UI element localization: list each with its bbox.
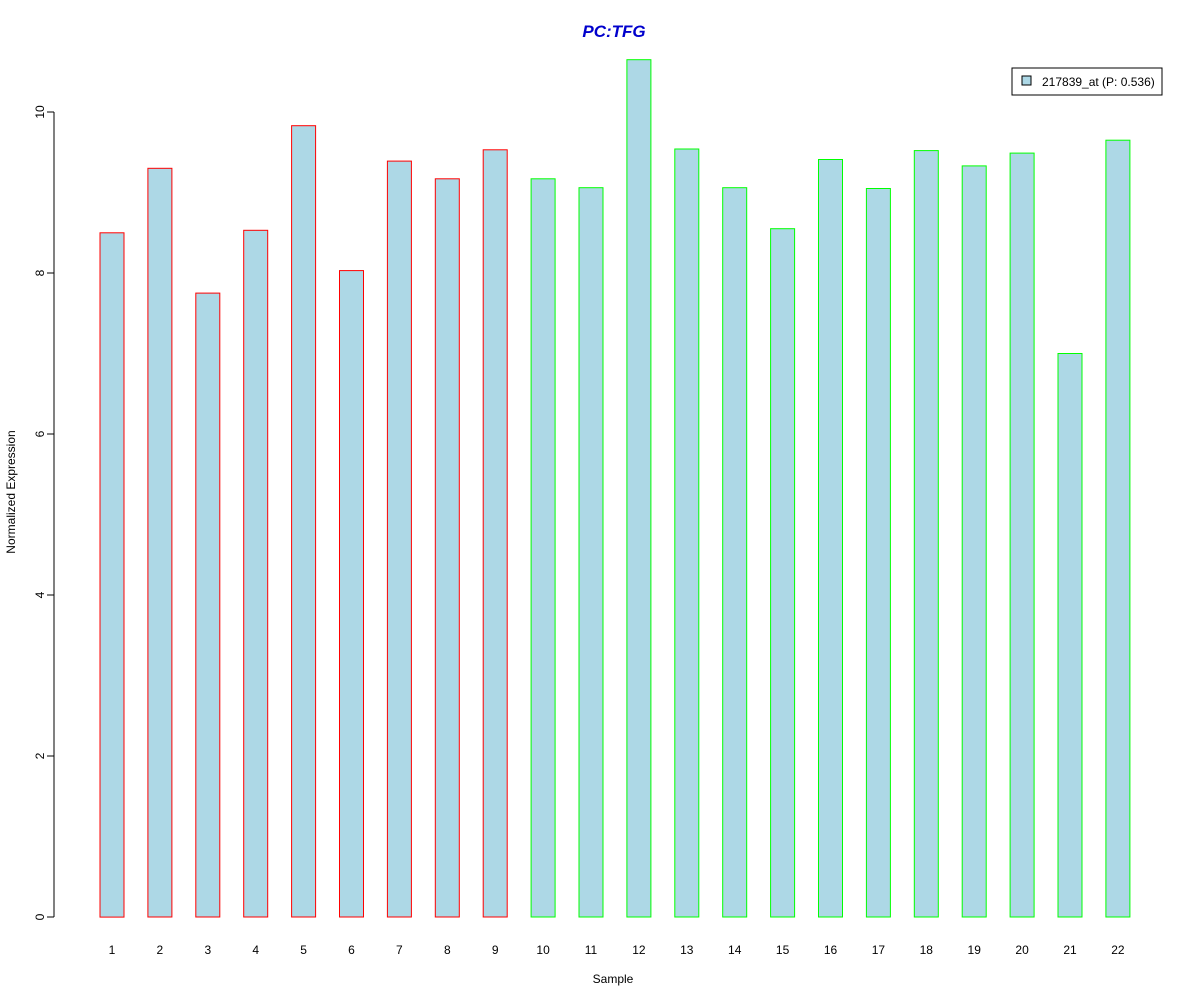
y-tick-label: 6: [33, 430, 47, 437]
bar-sample-4: [243, 229, 269, 918]
x-tick-label: 4: [252, 943, 259, 957]
x-axis-label: Sample: [593, 972, 634, 986]
bar-sample-1: [99, 232, 125, 918]
x-tick-label: 14: [728, 943, 742, 957]
x-tick-label: 19: [968, 943, 982, 957]
x-tick-label: 11: [585, 943, 598, 957]
bar-sample-19: [961, 165, 987, 918]
y-axis-label: Normalized Expression: [4, 430, 18, 553]
y-tick-label: 0: [33, 913, 47, 920]
y-tick-label: 10: [33, 105, 47, 119]
y-tick-label: 4: [33, 591, 47, 598]
x-tick-label: 3: [204, 943, 211, 957]
bar-sample-13: [674, 148, 700, 918]
bar-sample-18: [913, 150, 939, 918]
bar-sample-15: [770, 228, 796, 918]
x-tick-label: 2: [157, 943, 164, 957]
legend-swatch: [1021, 75, 1032, 86]
bar-sample-21: [1057, 353, 1083, 918]
x-tick-label: 1: [109, 943, 116, 957]
x-tick-label: 7: [396, 943, 403, 957]
bar-sample-10: [530, 178, 556, 918]
x-tick-label: 20: [1015, 943, 1029, 957]
bar-sample-7: [386, 160, 412, 918]
x-tick-label: 15: [776, 943, 790, 957]
y-tick-label: 8: [33, 269, 47, 276]
bar-sample-9: [482, 149, 508, 918]
legend: 217839_at (P: 0.536): [1011, 67, 1163, 96]
y-tick-label: 2: [33, 752, 47, 759]
bar-sample-3: [195, 292, 221, 918]
legend-box: [1011, 67, 1163, 96]
bar-sample-5: [291, 125, 317, 918]
bar-sample-20: [1009, 152, 1035, 918]
bar-sample-22: [1105, 139, 1131, 918]
x-tick-label: 17: [872, 943, 886, 957]
bar-sample-12: [626, 59, 652, 918]
bar-sample-17: [865, 188, 891, 918]
x-tick-label: 18: [920, 943, 934, 957]
x-tick-label: 5: [300, 943, 307, 957]
y-axis: 0 2 4 6 8 10: [33, 105, 55, 920]
bars-group: [99, 59, 1131, 918]
x-tick-label: 8: [444, 943, 451, 957]
bar-sample-16: [818, 159, 843, 918]
chart-title: PC:TFG: [582, 22, 645, 41]
bar-sample-14: [722, 187, 748, 918]
bar-sample-8: [434, 178, 460, 918]
bar-sample-11: [578, 187, 604, 918]
x-tick-label: 12: [632, 943, 646, 957]
x-tick-label: 10: [536, 943, 550, 957]
x-tick-label: 22: [1111, 943, 1125, 957]
x-tick-label: 6: [348, 943, 355, 957]
x-tick-label: 16: [824, 943, 838, 957]
bar-sample-6: [339, 270, 364, 918]
bar-sample-2: [147, 167, 173, 918]
legend-label: 217839_at (P: 0.536): [1042, 75, 1155, 89]
x-tick-label: 9: [492, 943, 499, 957]
x-tick-label: 21: [1063, 943, 1077, 957]
x-axis-ticks: 1 2 3 4 5 6 7 8 9 10 11 12 13 14 15 16 17 18 19 20 21 22: [109, 943, 1125, 957]
x-tick-label: 13: [680, 943, 694, 957]
